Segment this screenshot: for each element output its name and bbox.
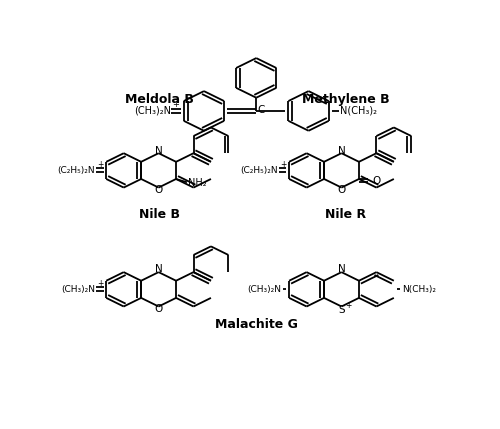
- Text: +: +: [172, 100, 179, 109]
- Text: O: O: [372, 175, 381, 186]
- Text: S: S: [338, 305, 345, 315]
- Text: N(CH₃)₂: N(CH₃)₂: [340, 106, 378, 116]
- Text: (CH₃)₂N: (CH₃)₂N: [61, 285, 95, 294]
- Text: Methylene B: Methylene B: [302, 93, 389, 106]
- Text: +: +: [98, 160, 103, 169]
- Text: N: N: [154, 145, 162, 156]
- Text: NH₂: NH₂: [188, 178, 206, 188]
- Text: (C₂H₅)₂N: (C₂H₅)₂N: [240, 166, 278, 175]
- Text: +: +: [346, 301, 352, 310]
- Text: N: N: [338, 264, 345, 274]
- Text: O: O: [338, 185, 345, 195]
- Text: +: +: [98, 279, 103, 288]
- Text: Meldola B: Meldola B: [125, 93, 194, 106]
- Text: N(CH₃)₂: N(CH₃)₂: [402, 285, 436, 294]
- Text: O: O: [154, 304, 162, 314]
- Text: N: N: [154, 265, 162, 275]
- Text: O: O: [154, 185, 162, 195]
- Text: (C₂H₅)₂N: (C₂H₅)₂N: [58, 166, 95, 175]
- Text: Nile B: Nile B: [139, 208, 180, 221]
- Text: Malachite G: Malachite G: [215, 317, 298, 330]
- Text: (CH₃)₂N: (CH₃)₂N: [247, 285, 281, 294]
- Text: N: N: [338, 145, 345, 156]
- Text: C: C: [257, 105, 264, 115]
- Text: Nile R: Nile R: [325, 208, 366, 221]
- Text: (CH₃)₂N: (CH₃)₂N: [134, 106, 171, 116]
- Text: +: +: [280, 160, 286, 169]
